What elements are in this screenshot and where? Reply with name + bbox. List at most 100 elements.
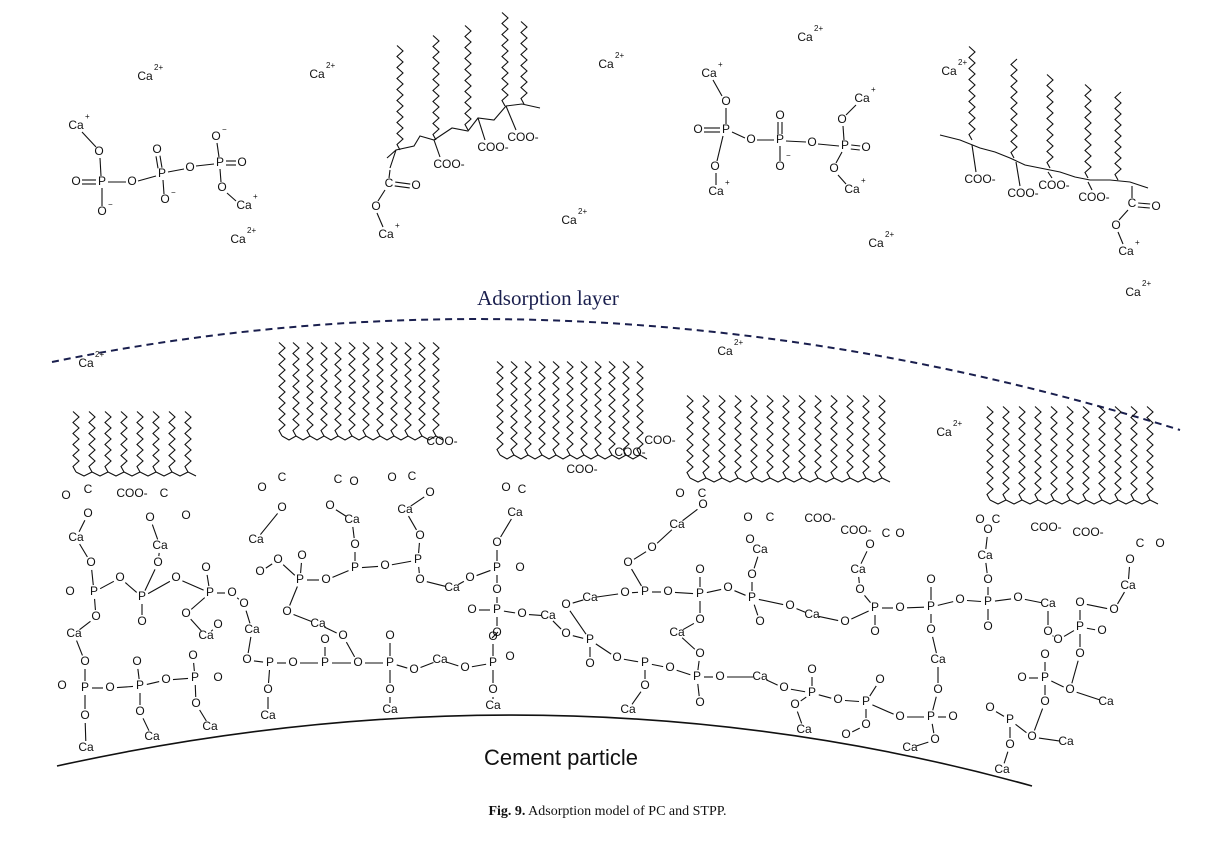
phosphorus-atom: P bbox=[493, 602, 501, 616]
oxygen-atom: O bbox=[790, 697, 799, 711]
carbon-atom: C bbox=[278, 470, 287, 484]
calcium-atom: Ca bbox=[485, 698, 501, 712]
oxygen-atom: O bbox=[1017, 670, 1026, 684]
bond bbox=[716, 135, 724, 162]
oxygen-atom: O bbox=[160, 192, 169, 206]
oxygen-atom: O bbox=[86, 555, 95, 569]
bond bbox=[124, 582, 138, 593]
carbon-atom: C bbox=[766, 510, 775, 524]
carbon-atom: C bbox=[160, 486, 169, 500]
oxygen-atom: O bbox=[675, 486, 684, 500]
bond bbox=[151, 524, 159, 540]
bond bbox=[845, 104, 857, 116]
carboxylate-group: COO- bbox=[426, 434, 457, 448]
carboxylate-group: COO- bbox=[614, 445, 645, 459]
oxygen-atom: O bbox=[320, 632, 329, 646]
side-chain bbox=[1010, 58, 1018, 159]
adsorbed-side-chain bbox=[334, 342, 342, 437]
carbon-atom: C bbox=[1128, 196, 1137, 210]
oxygen-atom: O bbox=[930, 732, 939, 746]
bond bbox=[818, 615, 839, 622]
calcium-ion-label: Ca bbox=[936, 425, 952, 439]
oxygen-atom: O bbox=[188, 648, 197, 662]
bond bbox=[1127, 566, 1131, 580]
side-chain bbox=[1046, 74, 1054, 169]
carboxylate-group: COO- bbox=[804, 511, 835, 525]
bond bbox=[994, 598, 1012, 602]
oxygen-atom: O bbox=[775, 159, 784, 173]
bond bbox=[595, 643, 612, 655]
oxygen-atom: O bbox=[277, 500, 286, 514]
oxygen-atom: O bbox=[829, 161, 838, 175]
oxygen-atom: O bbox=[723, 580, 732, 594]
calcium-label: Ca bbox=[701, 66, 717, 80]
phosphorus-atom: P bbox=[862, 694, 870, 708]
oxygen-atom: O bbox=[488, 629, 497, 643]
adsorbed-side-chain bbox=[432, 342, 440, 437]
bond bbox=[800, 696, 807, 702]
bond bbox=[1086, 627, 1096, 631]
adsorbed-side-chain bbox=[510, 361, 518, 456]
bond bbox=[872, 704, 894, 715]
oxygen-atom: O bbox=[83, 506, 92, 520]
bond bbox=[389, 149, 397, 169]
bond bbox=[505, 105, 517, 131]
phosphorus-atom: P bbox=[776, 132, 784, 146]
bond bbox=[858, 576, 860, 584]
oxygen-atom: O bbox=[191, 696, 200, 710]
bond bbox=[753, 604, 759, 616]
bond bbox=[633, 551, 647, 560]
bond bbox=[1047, 171, 1053, 179]
oxygen-atom: O bbox=[152, 142, 161, 156]
adsorbed-side-chain bbox=[120, 411, 128, 473]
oxygen-atom: O bbox=[132, 654, 141, 668]
bond bbox=[864, 595, 871, 603]
phosphorus-atom: P bbox=[927, 599, 935, 613]
bond bbox=[446, 661, 459, 667]
bond bbox=[162, 179, 165, 195]
bond bbox=[391, 560, 412, 566]
bond bbox=[265, 563, 273, 569]
bond bbox=[1051, 680, 1064, 688]
bond bbox=[631, 568, 642, 587]
carboxylate-group: COO- bbox=[1072, 525, 1103, 539]
ion-charge: − bbox=[108, 200, 113, 209]
double-bond bbox=[395, 181, 411, 185]
adsorbed-side-chain bbox=[636, 361, 644, 456]
bond bbox=[697, 660, 700, 671]
bond bbox=[457, 580, 465, 586]
oxygen-atom: O bbox=[171, 570, 180, 584]
ion-charge: − bbox=[171, 188, 176, 197]
carboxylate-group: COO- bbox=[644, 433, 675, 447]
oxygen-atom: O bbox=[743, 510, 752, 524]
oxygen-atom: O bbox=[501, 480, 510, 494]
phosphorus-atom: P bbox=[296, 572, 304, 586]
oxygen-atom: O bbox=[721, 94, 730, 108]
calcium-atom: Ca bbox=[1120, 578, 1136, 592]
bond bbox=[916, 741, 929, 747]
oxygen-atom: O bbox=[647, 540, 656, 554]
carbon-atom: C bbox=[84, 482, 93, 496]
adsorbed-side-chain bbox=[566, 361, 574, 456]
bond bbox=[377, 189, 386, 202]
calcium-ion-label: Ca bbox=[797, 30, 813, 44]
bond bbox=[985, 562, 988, 574]
phosphorus-atom: P bbox=[191, 670, 199, 684]
bond bbox=[193, 662, 195, 672]
calcium-atom: Ca bbox=[1058, 734, 1074, 748]
bond bbox=[172, 677, 189, 681]
calcium-atom: Ca bbox=[444, 580, 460, 594]
bond bbox=[842, 125, 845, 141]
bond bbox=[906, 606, 925, 609]
bond bbox=[596, 593, 619, 598]
calcium-label: Ca bbox=[844, 182, 860, 196]
oxygen-atom: O bbox=[380, 558, 389, 572]
oxygen-atom: O bbox=[745, 532, 754, 546]
bond bbox=[236, 597, 240, 600]
oxygen-atom: O bbox=[975, 512, 984, 526]
carboxylate-group: COO- bbox=[840, 523, 871, 537]
bond bbox=[219, 168, 222, 183]
ion-charge: − bbox=[222, 125, 227, 134]
ion-charge: + bbox=[395, 221, 400, 230]
ion-charge: 2+ bbox=[958, 58, 967, 67]
